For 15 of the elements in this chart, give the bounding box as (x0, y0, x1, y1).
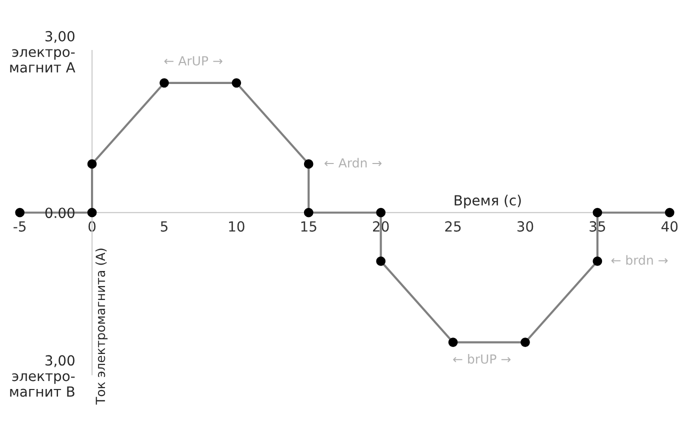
x-tick-label: -5 (14, 221, 26, 232)
annotation: ← brUP → (453, 354, 511, 364)
annotation: ← Ardn → (324, 158, 382, 168)
x-tick-label: 40 (661, 221, 678, 232)
y-tick-label: 3,00 электро- магнит A (10, 30, 76, 73)
x-tick-label: 5 (160, 221, 168, 232)
x-axis-title: Время (с) (454, 194, 521, 208)
x-tick-label: 30 (517, 221, 534, 232)
x-tick-label: 25 (445, 221, 461, 232)
y-tick-label: 3,00 электро- магнит B (10, 355, 75, 397)
annotation: ← brdn → (611, 255, 668, 265)
x-tick-label: 15 (301, 221, 316, 232)
y-axis-title: Ток электромагнита (А) (95, 248, 108, 405)
x-tick-label: 10 (229, 221, 244, 232)
annotation: ← ArUP → (164, 56, 222, 66)
